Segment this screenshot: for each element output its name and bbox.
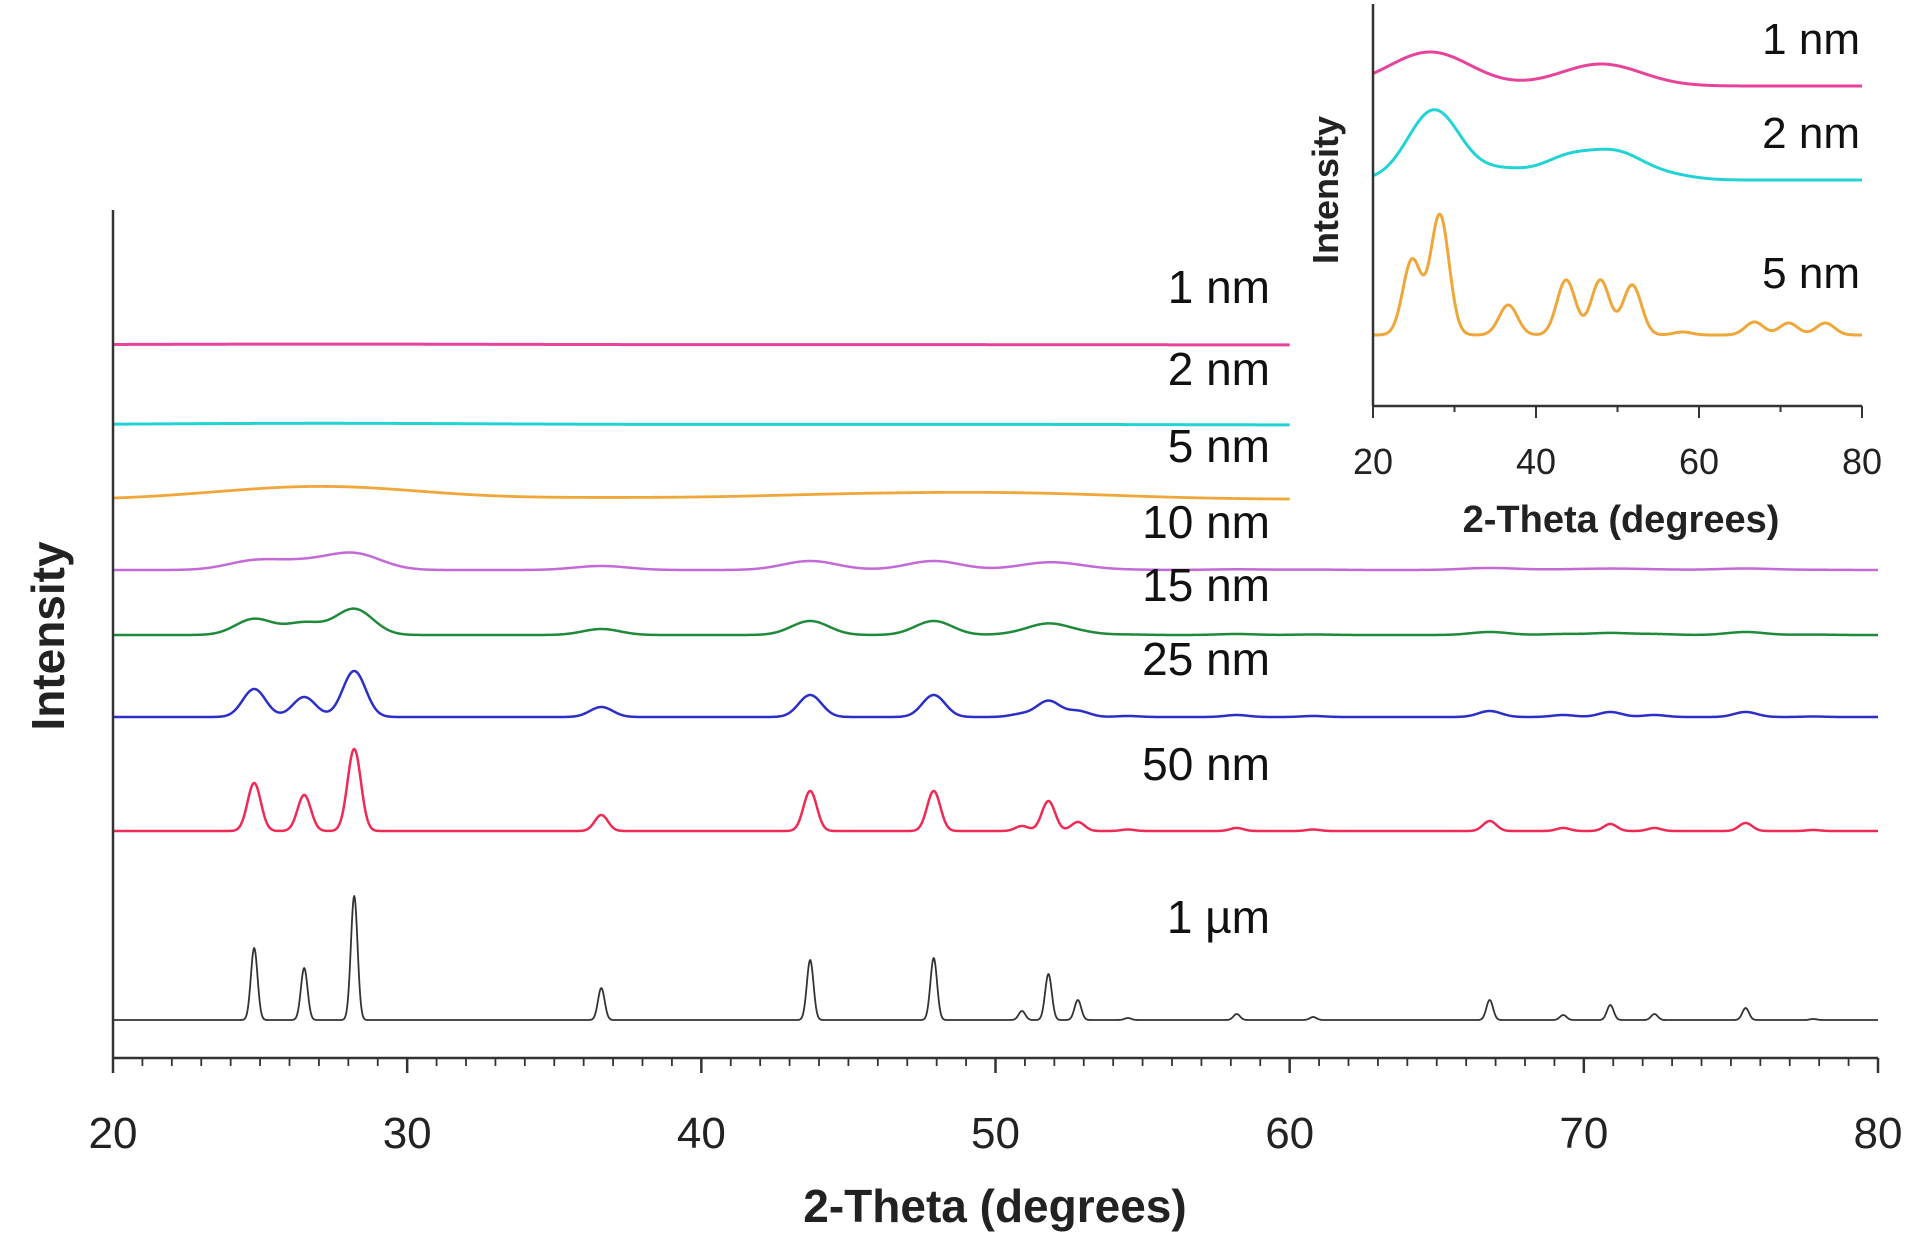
series-label-1-m: 1 µm — [1167, 891, 1270, 943]
series-line-25-nm — [112, 669, 1879, 719]
inset-series-label-1-nm: 1 nm — [1762, 15, 1860, 64]
series-label-25-nm: 25 nm — [1142, 633, 1270, 685]
main-x-tick-label: 80 — [1854, 1109, 1903, 1158]
inset-series-label-5-nm: 5 nm — [1762, 249, 1860, 298]
main-series-group — [112, 342, 1879, 1021]
series-line-5-nm — [112, 485, 1291, 501]
inset-series-labels: 1 nm 2 nm 5 nm — [1762, 15, 1860, 298]
inset-x-tick-label: 20 — [1353, 441, 1393, 482]
series-label-5-nm: 5 nm — [1168, 420, 1270, 472]
inset-series-line-2-nm — [1371, 108, 1864, 182]
main-x-axis-title: 2-Theta (degrees) — [803, 1180, 1186, 1232]
main-x-ticks: 20 30 40 50 60 70 80 — [89, 1058, 1903, 1158]
series-line-50-nm — [112, 747, 1879, 833]
series-label-15-nm: 15 nm — [1142, 559, 1270, 611]
series-line-1-nm — [112, 342, 1291, 347]
series-line-1-m — [112, 895, 1879, 1021]
inset-y-axis-title: Intensity — [1305, 116, 1346, 264]
main-chart: 1 nm 2 nm 5 nm 10 nm 15 nm 25 nm 50 nm 1 µm 20 3… — [22, 210, 1902, 1232]
main-y-axis-title: Intensity — [22, 541, 74, 731]
inset-x-ticks: 20 40 60 80 — [1353, 406, 1882, 482]
main-x-tick-label: 60 — [1265, 1109, 1314, 1158]
series-label-10-nm: 10 nm — [1142, 496, 1270, 548]
series-line-2-nm — [112, 421, 1291, 427]
main-series-labels: 1 nm 2 nm 5 nm 10 nm 15 nm 25 nm 50 nm 1 µm — [1142, 261, 1270, 943]
series-label-1-nm: 1 nm — [1168, 261, 1270, 313]
inset-x-axis-title: 2-Theta (degrees) — [1463, 499, 1780, 541]
inset-x-tick-label: 80 — [1842, 441, 1882, 482]
main-x-tick-label: 50 — [971, 1109, 1020, 1158]
main-x-tick-label: 30 — [383, 1109, 432, 1158]
inset-x-tick-label: 60 — [1679, 441, 1719, 482]
inset-series-line-5-nm — [1371, 212, 1864, 337]
inset-series-line-1-nm — [1371, 50, 1864, 88]
series-label-2-nm: 2 nm — [1168, 343, 1270, 395]
series-line-10-nm — [112, 551, 1879, 572]
main-x-tick-label: 20 — [89, 1109, 138, 1158]
main-x-tick-label: 70 — [1559, 1109, 1608, 1158]
inset-chart: 1 nm2 nm5 nm 20 40 60 80 2-Theta (degrees) … — [1305, 4, 1882, 541]
series-label-50-nm: 50 nm — [1142, 738, 1270, 790]
series-line-15-nm — [112, 607, 1879, 637]
main-x-tick-label: 40 — [677, 1109, 726, 1158]
inset-x-tick-label: 40 — [1516, 441, 1556, 482]
inset-series-label-2-nm: 2 nm — [1762, 109, 1860, 158]
inset-series-group — [1371, 50, 1864, 337]
